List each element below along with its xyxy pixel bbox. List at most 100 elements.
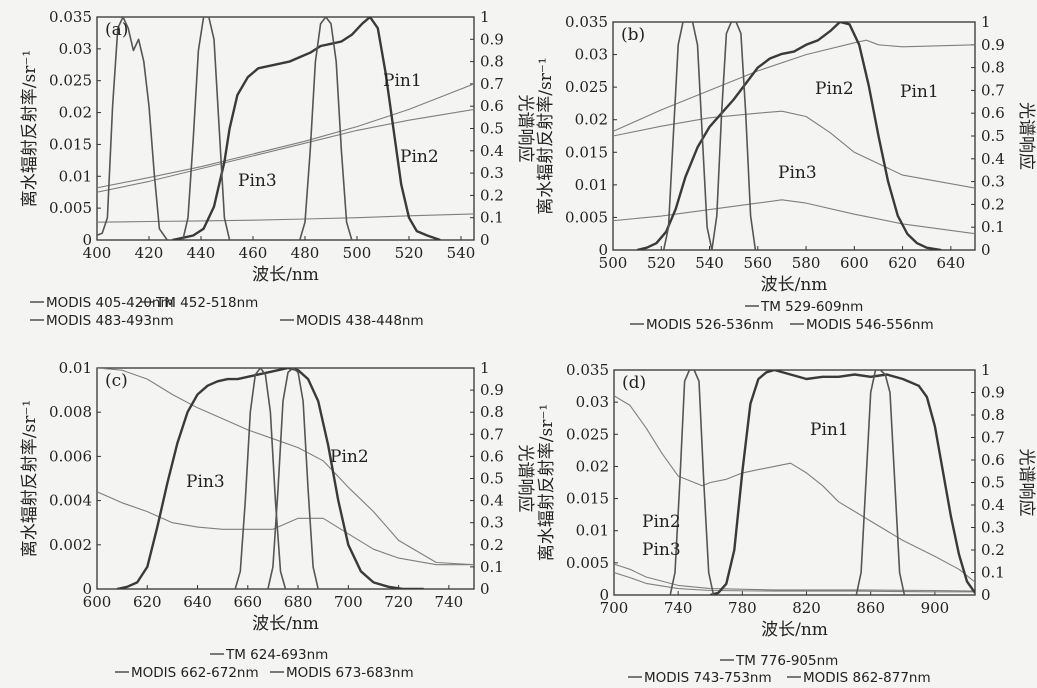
- series-pin2: [613, 110, 975, 189]
- x-tick-label: 640: [183, 593, 212, 611]
- y-left-tick-label: 0.025: [49, 72, 92, 90]
- legend-entry: MODIS 743-753nm: [644, 670, 772, 686]
- y-right-tick-label: 0: [480, 231, 490, 249]
- y-left-tick-label: 0.035: [49, 8, 92, 26]
- x-tick-label: 600: [83, 593, 112, 611]
- chart-panel-1: 400 420 440 460 480 500 520 54000.0050.010.0150…: [20, 8, 535, 329]
- series-tm-624-693nm: [116, 368, 424, 589]
- y-right-tick-label: 0.9: [981, 384, 1005, 402]
- series-modis-673-683nm: [267, 368, 319, 589]
- series-pin1: [97, 83, 474, 189]
- y-right-tick-label: 0.4: [480, 492, 504, 510]
- y-right-tick-label: 0.4: [981, 496, 1005, 514]
- series-pin2: [97, 368, 474, 566]
- plot-frame: [96, 367, 475, 590]
- y-left-tick-label: 0: [82, 580, 92, 598]
- y-right-tick-label: 0.3: [480, 164, 504, 182]
- x-tick-label: 900: [921, 599, 950, 617]
- y-right-tick-label: 1: [981, 13, 991, 31]
- y-left-tick-label: 0.03: [576, 393, 609, 411]
- plot-frame: [613, 369, 976, 596]
- x-axis-label: 波长/nm: [252, 265, 319, 285]
- y-right-tick-label: 0.7: [480, 75, 504, 93]
- series-modis-526-536nm: [662, 22, 713, 250]
- x-tick-label: 660: [233, 593, 262, 611]
- y-right-tick-label: 0.1: [480, 558, 504, 576]
- y-right-tick-label: 0.2: [480, 186, 504, 204]
- x-tick-label: 740: [435, 593, 464, 611]
- y-right-axis-label: 光谱响应: [515, 445, 535, 513]
- x-tick-label: 420: [135, 244, 164, 262]
- y-left-tick-label: 0.035: [565, 13, 608, 31]
- y-right-tick-label: 0.9: [480, 381, 504, 399]
- x-tick-label: 580: [792, 254, 821, 272]
- y-left-tick-label: 0: [599, 586, 609, 604]
- panel-label: (c): [105, 371, 128, 391]
- legend-entry: TM 776-905nm: [735, 653, 838, 669]
- y-right-tick-label: 0.1: [981, 218, 1005, 236]
- y-right-tick-label: 0.6: [981, 104, 1005, 122]
- y-right-tick-label: 1: [981, 361, 991, 379]
- series-pin1: [613, 39, 975, 132]
- y-right-tick-label: 0.2: [480, 536, 504, 554]
- legend-entry: MODIS 673-683nm: [286, 665, 414, 681]
- annotation-pin3: Pin3: [642, 540, 681, 560]
- y-right-tick-label: 0.8: [981, 59, 1005, 77]
- y-left-axis-label: 离水辐射反射率/sr⁻¹: [20, 50, 40, 207]
- legend-entry: MODIS 405-420nm: [46, 295, 174, 311]
- series-tm-529-609nm: [636, 22, 942, 250]
- x-tick-label: 860: [856, 599, 885, 617]
- x-tick-label: 700: [334, 593, 363, 611]
- panel-label: (b): [621, 25, 645, 45]
- y-left-axis-label: 离水辐射反射率/sr⁻¹: [537, 404, 557, 561]
- legend-entry: MODIS 546-556nm: [806, 317, 934, 333]
- y-left-tick-label: 0.005: [565, 208, 608, 226]
- y-left-tick-label: 0.01: [59, 359, 92, 377]
- y-right-tick-label: 0.5: [480, 470, 504, 488]
- legend-entry: TM 452-518nm: [155, 295, 258, 311]
- y-left-tick-label: 0.03: [59, 40, 92, 58]
- y-left-tick-label: 0.004: [49, 492, 92, 510]
- y-left-tick-label: 0.005: [49, 199, 92, 217]
- annotation-pin1: Pin1: [383, 71, 422, 91]
- y-right-axis-label: 光谱响应: [1016, 102, 1036, 170]
- y-right-tick-label: 0.9: [480, 30, 504, 48]
- y-right-tick-label: 0.5: [480, 120, 504, 138]
- series-modis-483-493nm: [299, 17, 353, 240]
- series-modis-405-420nm: [97, 17, 168, 240]
- y-left-axis-label: 离水辐射反射率/sr⁻¹: [536, 57, 556, 214]
- y-left-tick-label: 0.005: [566, 554, 609, 572]
- x-axis-label: 波长/nm: [761, 620, 828, 640]
- series-group: [613, 22, 975, 250]
- panel-label: (a): [105, 20, 128, 40]
- x-tick-label: 500: [343, 244, 372, 262]
- y-right-tick-label: 0.9: [981, 36, 1005, 54]
- y-left-tick-label: 0.015: [49, 135, 92, 153]
- y-right-tick-label: 0.6: [480, 447, 504, 465]
- x-tick-label: 500: [599, 254, 628, 272]
- annotation-pin2: Pin2: [330, 447, 369, 467]
- series-pin3: [97, 213, 474, 223]
- series-pin2: [614, 563, 975, 592]
- series-group: [97, 17, 474, 240]
- y-right-tick-label: 0.1: [981, 564, 1005, 582]
- y-left-tick-label: 0: [598, 241, 608, 259]
- y-right-axis-label: 光谱响应: [1016, 449, 1036, 517]
- y-left-tick-label: 0.01: [575, 176, 608, 194]
- y-right-tick-label: 0.7: [480, 425, 504, 443]
- legend: TM 529-609nm MODIS 526-536nm MODIS 546-556…: [630, 299, 934, 333]
- y-right-tick-label: 0.1: [480, 209, 504, 227]
- y-left-tick-label: 0.01: [576, 522, 609, 540]
- x-tick-label: 780: [728, 599, 757, 617]
- legend-entry: MODIS 438-448nm: [296, 313, 424, 329]
- y-left-tick-label: 0.03: [575, 46, 608, 64]
- legend: TM 624-693nm MODIS 662-672nm MODIS 673-683…: [115, 647, 414, 681]
- annotation-pin3: Pin3: [238, 171, 277, 191]
- y-left-tick-label: 0: [82, 231, 92, 249]
- x-tick-label: 700: [600, 599, 629, 617]
- y-left-tick-label: 0.015: [566, 490, 609, 508]
- series-pin2: [97, 108, 474, 193]
